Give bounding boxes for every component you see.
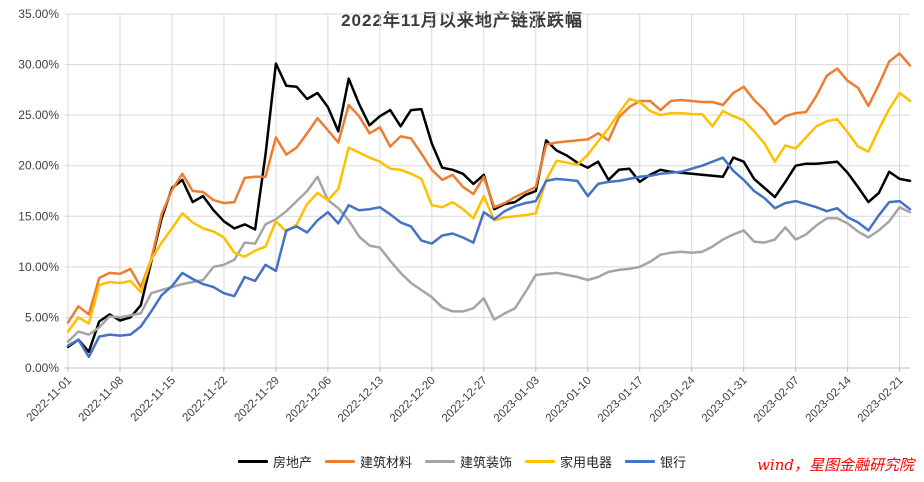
x-axis-tick-label: 2022-11-08 bbox=[77, 375, 126, 424]
y-axis-tick-label: 5.00% bbox=[25, 310, 59, 324]
series-line-4 bbox=[66, 156, 912, 359]
watermark-source-text: wind，星图金融研究院 bbox=[757, 456, 914, 474]
y-axis-tick-label: 15.00% bbox=[18, 209, 59, 223]
series-line-1 bbox=[66, 52, 912, 324]
legend-item-2: 建筑装饰 bbox=[424, 452, 513, 471]
legend-item-0: 房地产 bbox=[237, 452, 312, 471]
y-axis-tick-label: 35.00% bbox=[18, 7, 59, 21]
x-axis-tick-label: 2023-01-17 bbox=[596, 375, 646, 425]
x-axis-tick-label: 2022-12-13 bbox=[336, 375, 386, 425]
y-axis-tick-label: 30.00% bbox=[18, 58, 59, 72]
x-axis-tick-label: 2023-01-31 bbox=[700, 375, 750, 425]
legend-label: 房地产 bbox=[272, 455, 312, 470]
legend-swatch-icon bbox=[324, 460, 355, 463]
x-axis-tick-label: 2022-11-01 bbox=[25, 375, 74, 424]
legend-item-3: 家用电器 bbox=[525, 452, 612, 471]
y-axis-tick-label: 25.00% bbox=[18, 108, 59, 122]
legend-swatch-icon bbox=[237, 460, 268, 463]
x-axis-tick-label: 2023-02-07 bbox=[752, 375, 802, 425]
x-axis-tick-label: 2023-01-24 bbox=[648, 374, 699, 425]
y-axis-tick-label: 0.00% bbox=[25, 361, 59, 375]
legend-item-1: 建筑材料 bbox=[324, 452, 412, 471]
x-axis-tick-label: 2022-11-15 bbox=[129, 375, 178, 424]
chart-title: 2022年11月以来地产链涨跌幅 bbox=[341, 11, 583, 30]
y-axis-tick-label: 20.00% bbox=[18, 159, 59, 173]
x-axis-tick-label: 2023-01-10 bbox=[544, 375, 594, 425]
legend-swatch-icon bbox=[424, 460, 455, 463]
legend-label: 银行 bbox=[660, 455, 687, 470]
x-axis-tick-label: 2022-12-27 bbox=[440, 375, 490, 425]
legend-swatch-icon bbox=[625, 460, 656, 463]
legend-item-4: 银行 bbox=[625, 452, 686, 471]
legend-label: 建筑材料 bbox=[359, 455, 412, 470]
legend-swatch-icon bbox=[525, 460, 556, 463]
x-axis-tick-label: 2023-01-03 bbox=[492, 375, 542, 425]
chart-legend: 房地产 建筑材料 建筑装饰 家用电器 银行 bbox=[237, 452, 686, 471]
legend-label: 家用电器 bbox=[560, 455, 613, 470]
x-axis-tick-label: 2022-12-20 bbox=[388, 375, 438, 425]
x-axis-tick-label: 2022-11-29 bbox=[233, 375, 282, 424]
x-axis-tick-label: 2023-02-14 bbox=[804, 374, 855, 425]
y-axis-tick-label: 10.00% bbox=[18, 260, 59, 274]
legend-label: 建筑装饰 bbox=[459, 455, 513, 470]
series-line-2 bbox=[66, 175, 912, 343]
x-axis-tick-label: 2022-12-06 bbox=[284, 375, 334, 425]
x-axis-tick-label: 2022-11-22 bbox=[181, 375, 230, 424]
x-axis-tick-label: 2023-02-21 bbox=[856, 375, 906, 425]
series-line-3 bbox=[66, 91, 912, 333]
